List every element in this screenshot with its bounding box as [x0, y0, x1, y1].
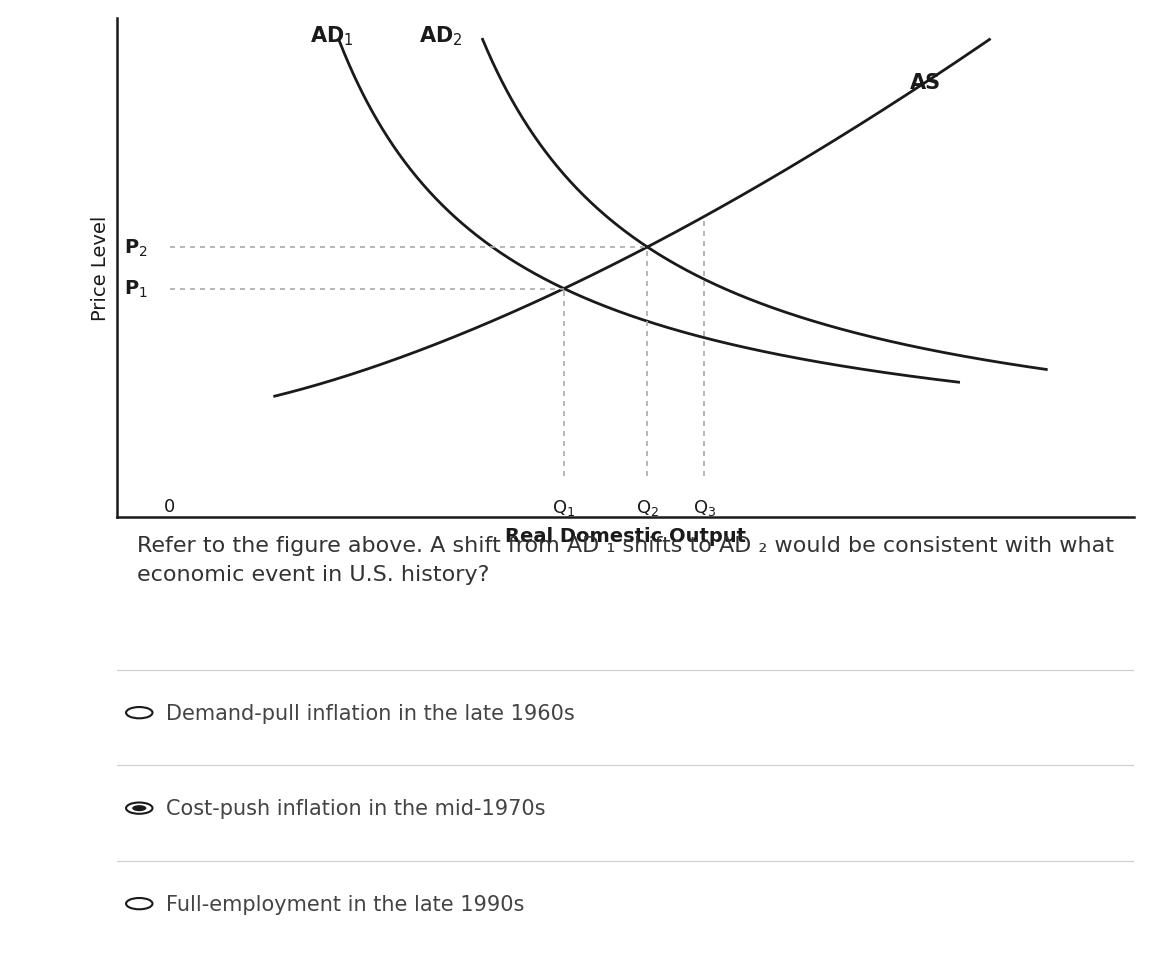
- Y-axis label: Price Level: Price Level: [91, 216, 110, 321]
- Text: Refer to the figure above. A shift from AD ₁ shifts to AD ₂ would be consistent : Refer to the figure above. A shift from …: [137, 535, 1114, 584]
- Text: AS: AS: [911, 73, 941, 93]
- Text: P$_1$: P$_1$: [124, 279, 147, 300]
- Text: Cost-push inflation in the mid-1970s: Cost-push inflation in the mid-1970s: [166, 799, 545, 819]
- Text: Full-employment in the late 1990s: Full-employment in the late 1990s: [166, 894, 524, 914]
- Text: 0: 0: [164, 497, 175, 515]
- Circle shape: [132, 805, 146, 811]
- Text: AD$_2$: AD$_2$: [420, 25, 463, 48]
- Text: AD$_1$: AD$_1$: [310, 25, 353, 48]
- X-axis label: Real Domestic Output: Real Domestic Output: [505, 526, 746, 545]
- Text: Q$_2$: Q$_2$: [636, 497, 659, 517]
- Text: Demand-pull inflation in the late 1960s: Demand-pull inflation in the late 1960s: [166, 702, 574, 723]
- Text: P$_2$: P$_2$: [124, 237, 147, 259]
- Text: Q$_3$: Q$_3$: [693, 497, 715, 517]
- Text: Q$_1$: Q$_1$: [553, 497, 575, 517]
